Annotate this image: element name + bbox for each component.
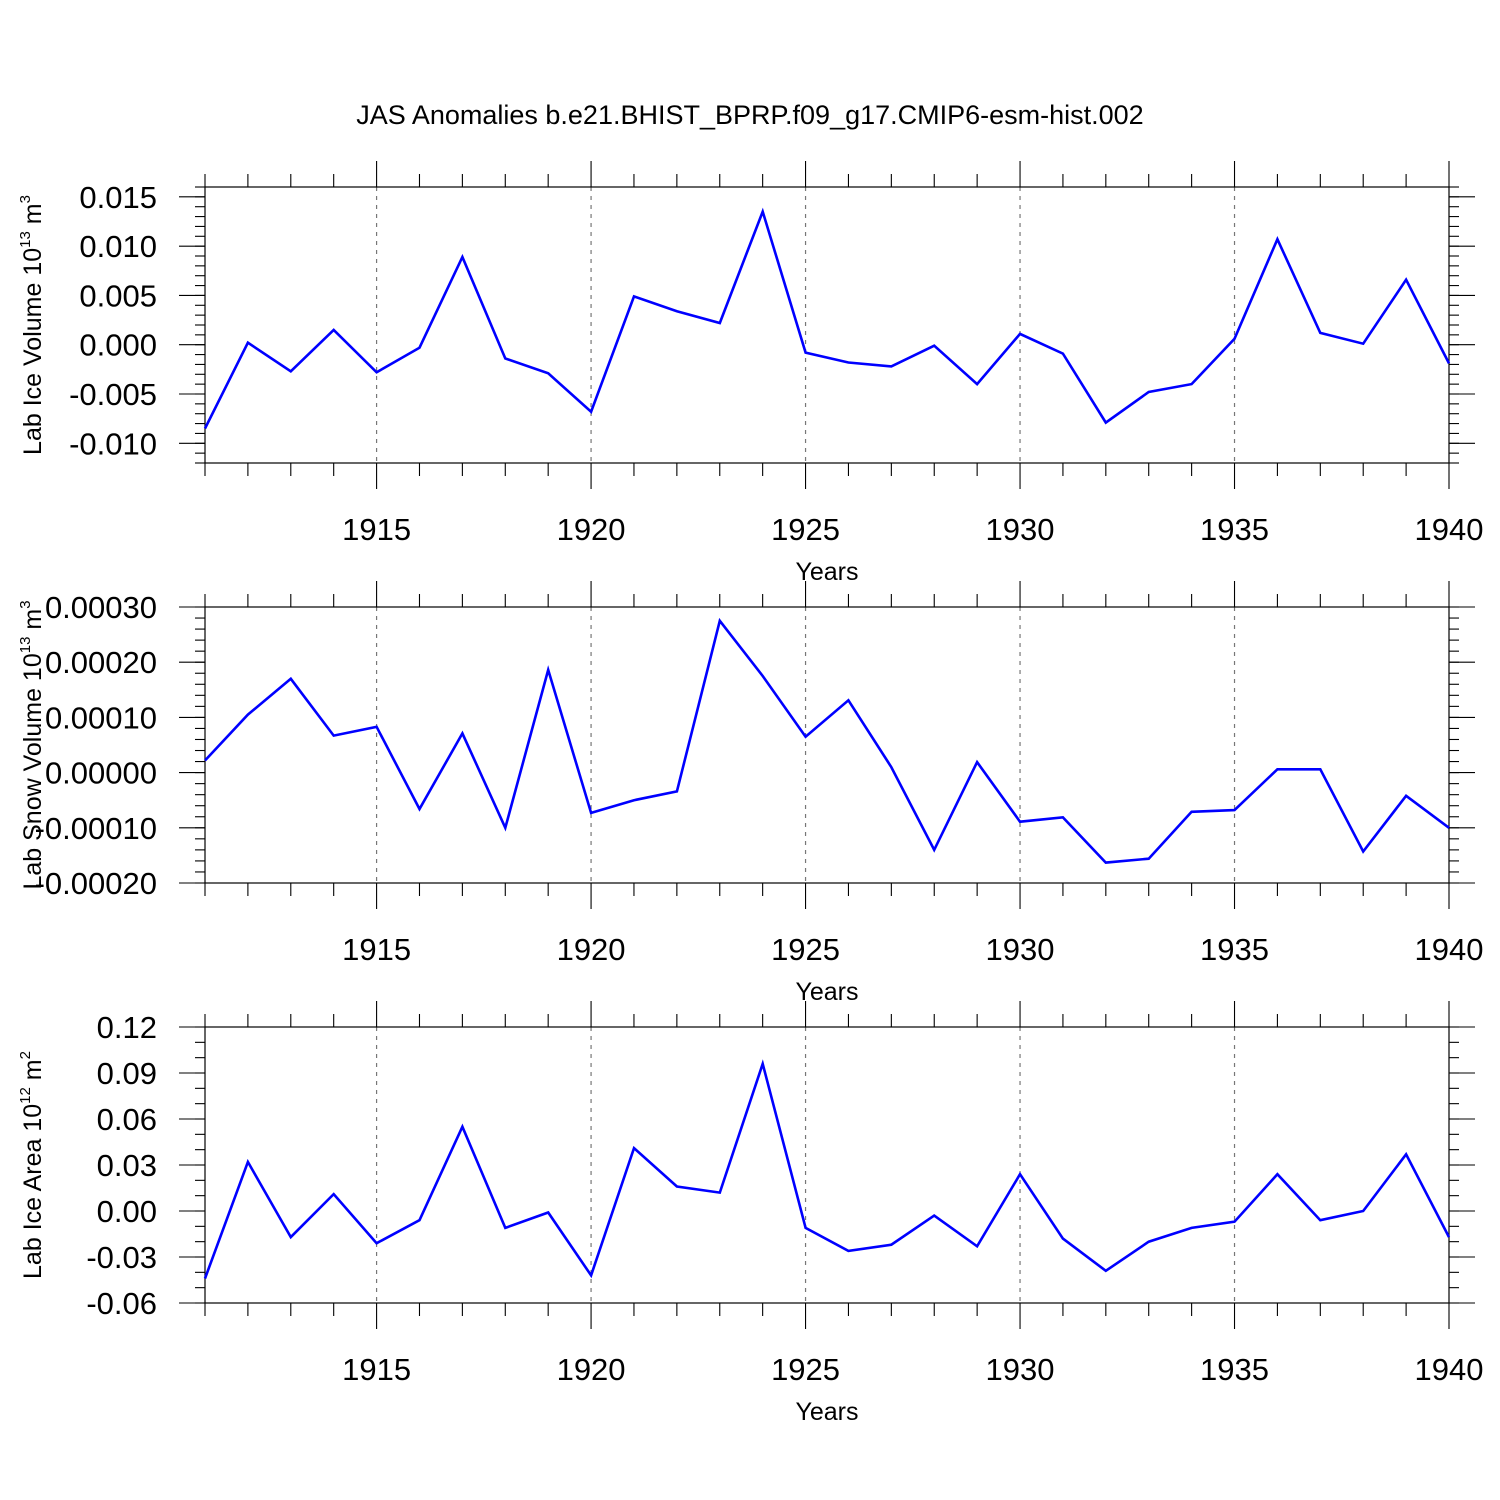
plot-frame — [204, 606, 1450, 884]
panel-1: -0.010 -0.005 0.000 0.005 0.010 0.015 1915 1920… — [17, 161, 1483, 586]
y-tick-label: -0.06 — [86, 1286, 157, 1321]
x-tick-label: 1930 — [986, 1352, 1055, 1387]
x-tick-label: 1940 — [1415, 512, 1484, 547]
x-tick-label: 1930 — [986, 512, 1055, 547]
y-tick-label: -0.005 — [69, 377, 157, 412]
y-tick-label: -0.00010 — [35, 811, 157, 846]
x-axis-label: Years — [795, 1398, 858, 1426]
series-line — [204, 617, 1450, 864]
y-tick-label: 0.00000 — [45, 756, 157, 791]
x-axis-label: Years — [795, 978, 858, 1006]
plot-frame — [204, 186, 1450, 464]
y-tick-label: 0.00030 — [45, 590, 157, 625]
x-tick-label: 1935 — [1200, 1352, 1269, 1387]
y-tick-label: 0.000 — [79, 328, 157, 363]
panels-container: -0.010 -0.005 0.000 0.005 0.010 0.015 1915 1920… — [17, 161, 1483, 1426]
series-line — [203, 1059, 1451, 1279]
x-tick-label: 1920 — [557, 1352, 626, 1387]
y-tick-label: -0.010 — [69, 426, 157, 461]
y-tick-label: -0.03 — [86, 1240, 157, 1275]
x-tick-label: 1925 — [771, 932, 840, 967]
x-tick-label: 1935 — [1200, 932, 1269, 967]
x-axis-label: Years — [795, 558, 858, 586]
x-tick-label: 1925 — [771, 1352, 840, 1387]
y-tick-label: 0.03 — [97, 1148, 157, 1183]
panel-3: -0.06 -0.03 0.00 0.03 0.06 0.09 0.12 1915 1920 19… — [17, 1001, 1483, 1426]
series-line — [203, 207, 1451, 430]
x-tick-label: 1925 — [771, 512, 840, 547]
x-tick-label: 1930 — [986, 932, 1055, 967]
y-tick-label: 0.00010 — [45, 700, 157, 735]
y-axis-label: Lab Ice Area 1012 m2 — [17, 1051, 47, 1279]
figure-title: JAS Anomalies b.e21.BHIST_BPRP.f09_g17.C… — [356, 100, 1143, 130]
x-tick-label: 1940 — [1415, 1352, 1484, 1387]
x-tick-label: 1915 — [342, 932, 411, 967]
plot-frame — [204, 1026, 1450, 1304]
y-axis-label: Lab Ice Volume 1013 m3 — [17, 195, 47, 455]
y-tick-label: -0.00020 — [35, 866, 157, 901]
y-tick-label: 0.00020 — [45, 645, 157, 680]
y-tick-label: 0.06 — [97, 1102, 157, 1137]
x-tick-label: 1915 — [342, 1352, 411, 1387]
y-tick-label: 0.015 — [79, 180, 157, 215]
x-tick-label: 1920 — [557, 512, 626, 547]
y-tick-label: 0.00 — [97, 1194, 157, 1229]
y-tick-label: 0.12 — [97, 1010, 157, 1045]
y-tick-label: 0.09 — [97, 1056, 157, 1091]
x-tick-label: 1920 — [557, 932, 626, 967]
y-tick-label: 0.005 — [79, 278, 157, 313]
y-axis-label: Lab Snow Volume 1013 m3 — [17, 600, 47, 889]
panel-2: -0.00020 -0.00010 0.00000 0.00010 0.00020 0.0… — [17, 581, 1483, 1006]
x-tick-label: 1940 — [1415, 932, 1484, 967]
y-tick-label: 0.010 — [79, 229, 157, 264]
x-tick-label: 1935 — [1200, 512, 1269, 547]
x-tick-label: 1915 — [342, 512, 411, 547]
